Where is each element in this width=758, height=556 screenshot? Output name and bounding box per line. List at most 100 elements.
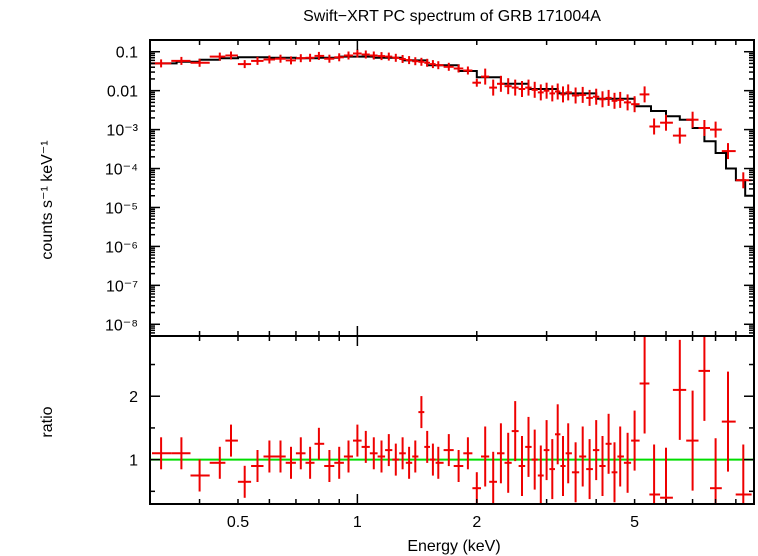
spectrum-point: [617, 91, 624, 108]
spectrum-point: [453, 64, 464, 73]
ratio-point: [639, 336, 650, 434]
ratio-point: [263, 440, 275, 473]
spectrum-point: [399, 55, 406, 63]
axis-labels: counts s⁻¹ keV⁻¹ ratio Energy (keV): [39, 140, 501, 555]
spectrum-y-tick-label: 10⁻⁸: [105, 317, 138, 334]
ratio-point: [555, 404, 561, 465]
ratio-point: [369, 437, 378, 470]
x-tick-label: 0.5: [227, 514, 249, 531]
spectrum-point: [560, 86, 566, 103]
ratio-point: [377, 440, 386, 473]
ratio-point: [525, 416, 532, 477]
spectrum-point: [599, 91, 606, 108]
ratio-point: [405, 446, 413, 479]
ratio-point: [531, 429, 538, 490]
ratio-point: [586, 439, 593, 500]
ratio-point: [190, 459, 210, 492]
spectrum-point: [263, 55, 275, 64]
spectrum-point: [571, 87, 580, 104]
chart-title: Swift−XRT PC spectrum of GRB 171004A: [303, 8, 601, 25]
spectrum-point: [334, 53, 344, 62]
spectrum-point: [672, 127, 687, 144]
ratio-point: [275, 440, 286, 473]
spectrum-point: [605, 89, 612, 106]
spectrum-point: [481, 68, 490, 85]
spectrum-point: [555, 83, 561, 100]
ratio-point: [251, 450, 264, 482]
ratio-point: [710, 438, 722, 504]
ratio-point: [649, 444, 661, 504]
spectrum-point: [698, 120, 710, 136]
ratio-point: [418, 396, 425, 429]
ratio-point: [497, 423, 505, 484]
spectrum-point: [623, 94, 632, 111]
spectrum-frame: [149, 39, 755, 337]
ratio-point: [463, 437, 473, 470]
ratio-point: [560, 436, 566, 496]
x-tick-label: 1: [353, 514, 362, 531]
spectrum-point: [385, 52, 393, 61]
ratio-point: [412, 440, 419, 473]
ratio-y-tick-label: 1: [129, 453, 138, 470]
spectrum-point: [324, 54, 335, 63]
spectrum-point: [171, 56, 191, 65]
ratio-point: [686, 390, 699, 491]
ratio-point: [489, 451, 497, 504]
spectrum-y-axis-label: counts s⁻¹ keV⁻¹: [39, 140, 56, 259]
ratio-point: [443, 434, 454, 467]
spectrum-point: [631, 96, 640, 113]
spectrum-point: [611, 92, 618, 109]
ratio-point: [385, 434, 393, 467]
ratio-point: [353, 424, 362, 457]
ratio-panel: [150, 336, 754, 504]
ratio-point: [314, 427, 325, 460]
ratio-point: [237, 465, 252, 498]
spectrum-y-tick-label: 0.01: [107, 84, 138, 101]
spectrum-point: [710, 121, 722, 138]
ratio-point: [435, 446, 444, 479]
ratio-point: [343, 440, 353, 473]
spectrum-point: [430, 60, 436, 69]
spectrum-point: [314, 51, 325, 60]
ratio-point: [424, 430, 430, 463]
spectrum-point: [537, 84, 544, 101]
ratio-point: [285, 446, 296, 479]
spectrum-point: [565, 84, 572, 101]
ratio-point: [430, 443, 436, 476]
ratio-point: [735, 444, 752, 504]
spectrum-point: [377, 52, 386, 61]
ratio-point: [481, 426, 490, 487]
spectrum-panel: [150, 49, 755, 212]
ratio-point: [623, 432, 632, 493]
spectrum-point: [525, 79, 532, 96]
spectrum-point: [592, 88, 600, 105]
ratio-point: [571, 442, 580, 503]
spectrum-point: [295, 54, 306, 63]
ratio-point: [399, 437, 406, 470]
ratio-point: [334, 446, 344, 479]
ratio-point: [617, 426, 624, 487]
spectrum-point: [209, 52, 226, 61]
spectrum-point: [518, 81, 526, 97]
spectrum-point: [660, 114, 673, 131]
ratio-point: [392, 443, 400, 476]
spectrum-y-tick-label: 10⁻⁷: [106, 278, 138, 295]
spectrum-point: [443, 62, 454, 71]
spectrum-point: [369, 51, 378, 60]
spectrum-point: [497, 75, 505, 92]
ratio-y-axis-label: ratio: [39, 406, 56, 437]
spectrum-point: [472, 78, 481, 87]
ratio-point: [324, 450, 335, 482]
spectrum-point: [305, 53, 315, 62]
spectrum-point: [435, 61, 444, 70]
spectrum-point: [504, 78, 512, 95]
ratio-point: [152, 437, 172, 470]
ratio-point: [579, 426, 587, 487]
ratio-point: [504, 432, 512, 493]
plot-frames: 0.5 1 2 5 0.1 0.01 10⁻³ 10⁻⁴ 10⁻⁵ 10⁻⁶ 10⁻⁷ 10⁻⁸ 1 2: [105, 39, 755, 531]
ratio-point: [225, 424, 238, 457]
spectrum-point: [152, 59, 172, 68]
spectrum-point: [275, 54, 286, 63]
ratio-point: [549, 439, 555, 500]
spectrum-point: [190, 58, 210, 67]
